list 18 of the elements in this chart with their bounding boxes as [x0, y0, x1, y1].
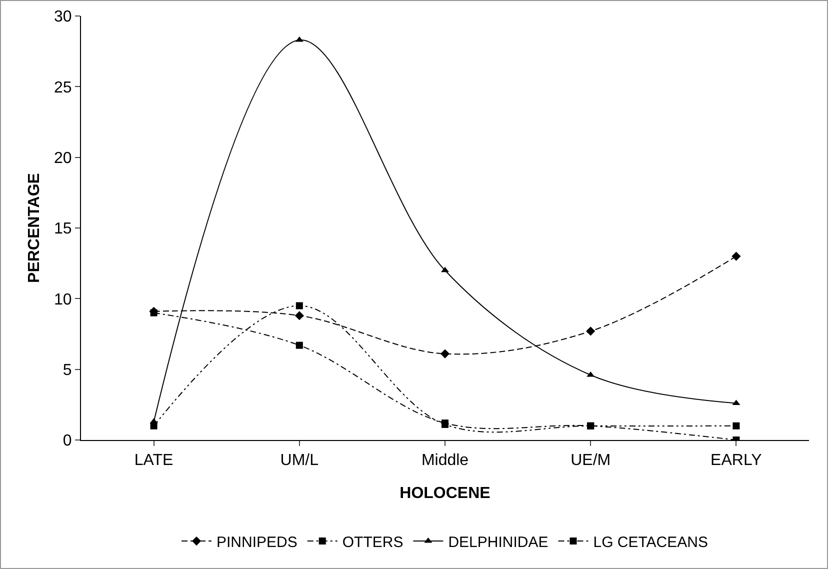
- legend-label: OTTERS: [342, 534, 404, 551]
- x-tick-label: LATE: [134, 452, 174, 470]
- x-tick-label: Middle: [421, 452, 469, 470]
- x-axis-title: HOLOCENE: [400, 485, 491, 502]
- y-tick-label: 10: [54, 291, 72, 308]
- y-tick-label: 15: [54, 220, 72, 238]
- x-tick-label: UM/L: [280, 452, 319, 470]
- legend-label: LG CETACEANS: [593, 534, 708, 551]
- y-axis-title: PERCENTAGE: [26, 172, 43, 283]
- y-tick-label: 0: [62, 432, 72, 450]
- legend-label: PINNIPEDS: [216, 534, 298, 551]
- y-tick-label: 25: [54, 79, 72, 96]
- y-tick-label: 20: [54, 150, 72, 167]
- legend-label: DELPHINIDAE: [448, 534, 548, 551]
- x-tick-label: UE/M: [570, 452, 611, 470]
- y-tick-label: 30: [54, 8, 72, 26]
- y-tick-label: 5: [62, 362, 72, 379]
- x-tick-label: EARLY: [710, 452, 762, 470]
